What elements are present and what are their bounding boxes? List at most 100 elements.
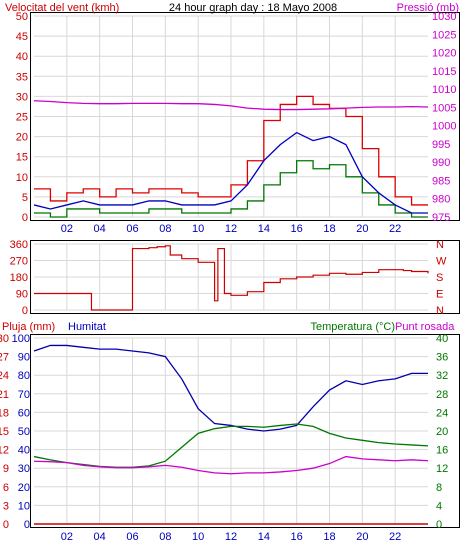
humidity-axis-tick: 20 (18, 482, 30, 494)
panel-border-3 (30, 334, 460, 528)
wind-axis-tick: 20 (16, 132, 28, 144)
temperature-axis-tick: 36 (436, 352, 448, 364)
wind-axis-title: Velocitat del vent (kmh) (5, 2, 119, 14)
humidity-axis-tick: 100 (12, 333, 30, 345)
wind-gust-series (34, 95, 428, 206)
humidity-axis-tick: 50 (18, 426, 30, 438)
x-tick-label: 16 (291, 223, 303, 235)
wind-axis-tick: 15 (16, 152, 28, 164)
rain-axis-tick: 0 (3, 519, 9, 531)
x-tick-label: 22 (389, 531, 401, 543)
x-tick-label: 12 (225, 531, 237, 543)
rain-axis-title: Pluja (mm) (2, 321, 55, 333)
humidity-series (33, 344, 428, 432)
x-tick-label: 20 (356, 531, 368, 543)
temperature-axis-tick: 20 (436, 426, 448, 438)
pressure-axis-tick: 990 (432, 157, 450, 169)
humidity-axis-tick: 30 (18, 463, 30, 475)
wind-axis-tick: 10 (16, 172, 28, 184)
wind-axis-tick: 25 (16, 112, 28, 124)
direction-axis-tick: 90 (16, 289, 28, 301)
humidity-axis-tick: 40 (18, 445, 30, 457)
humidity-axis-tick: 90 (18, 352, 30, 364)
rain-axis-tick: 9 (3, 463, 9, 475)
pressure-axis-tick: 1030 (432, 11, 456, 23)
rain-axis-tick: 6 (3, 482, 9, 494)
wind-axis-tick: 5 (22, 192, 28, 204)
x-tick-label: 06 (126, 223, 138, 235)
humidity-axis-tick: 60 (18, 407, 30, 419)
humidity-axis-tick: 10 (18, 500, 30, 512)
compass-axis-tick: E (436, 289, 443, 301)
x-tick-label: 08 (159, 531, 171, 543)
x-tick-label: 14 (258, 223, 270, 235)
x-tick-label: 08 (159, 223, 171, 235)
temperature-axis-tick: 24 (436, 407, 448, 419)
pressure-axis-tick: 980 (432, 194, 450, 206)
temperature-axis-title: Temperatura (°C) (311, 321, 395, 333)
dewpoint-axis-title: Punt rosada (395, 321, 455, 333)
x-tick-label: 16 (291, 531, 303, 543)
pressure-axis-tick: 985 (432, 175, 450, 187)
pressure-axis-tick: 1025 (432, 29, 456, 41)
x-tick-label: 10 (192, 223, 204, 235)
rain-axis-tick: 15 (0, 426, 9, 438)
temperature-axis-tick: 4 (436, 500, 442, 512)
wind-min-series (34, 160, 428, 218)
pressure-axis-tick: 1020 (432, 48, 456, 60)
x-tick-label: 20 (356, 223, 368, 235)
x-tick-label: 04 (94, 223, 106, 235)
temperature-axis-tick: 40 (436, 333, 448, 345)
x-tick-label: 14 (258, 531, 270, 543)
compass-axis-tick: S (436, 272, 443, 284)
temperature-axis-tick: 16 (436, 445, 448, 457)
x-tick-label: 18 (323, 223, 335, 235)
rain-axis-tick: 27 (0, 352, 9, 364)
pressure-axis-tick: 995 (432, 139, 450, 151)
direction-axis-tick: 180 (10, 272, 28, 284)
x-tick-label: 10 (192, 531, 204, 543)
wind-axis-tick: 40 (16, 51, 28, 63)
x-tick-label: 12 (225, 223, 237, 235)
panel-border-1 (30, 12, 460, 221)
compass-axis-tick: N (436, 239, 444, 251)
temperature-axis-tick: 32 (436, 370, 448, 382)
temperature-axis-tick: 12 (436, 463, 448, 475)
x-tick-label: 18 (323, 531, 335, 543)
direction-axis-tick: 270 (10, 256, 28, 268)
humidity-axis-tick: 0 (24, 519, 30, 531)
compass-axis-tick: W (436, 256, 447, 268)
pressure-axis-title: Pressió (mb) (397, 2, 459, 14)
pressure-axis-tick: 975 (432, 212, 450, 224)
rain-axis-tick: 3 (3, 500, 9, 512)
humidity-axis-tick: 70 (18, 389, 30, 401)
temperature-axis-tick: 0 (436, 519, 442, 531)
temperature-axis-tick: 8 (436, 482, 442, 494)
wind-direction-series (34, 245, 429, 311)
wind-axis-tick: 30 (16, 91, 28, 103)
pressure-axis-tick: 1000 (432, 121, 456, 133)
x-tick-label: 22 (389, 223, 401, 235)
x-tick-label: 02 (61, 531, 73, 543)
x-tick-label: 02 (61, 223, 73, 235)
pressure-axis-tick: 1010 (432, 84, 456, 96)
wind-axis-tick: 45 (16, 31, 28, 43)
temperature-axis-tick: 28 (436, 389, 448, 401)
rain-axis-tick: 24 (0, 370, 9, 382)
rain-axis-tick: 30 (0, 333, 9, 345)
wind-average-series (33, 131, 428, 214)
direction-axis-tick: 0 (22, 305, 28, 317)
wind-axis-tick: 50 (16, 11, 28, 23)
rain-axis-tick: 12 (0, 445, 9, 457)
humidity-axis-title: Humitat (68, 321, 106, 333)
pressure-axis-tick: 1005 (432, 102, 456, 114)
wind-axis-tick: 0 (22, 212, 28, 224)
x-tick-label: 04 (94, 531, 106, 543)
pressure-series (33, 100, 429, 111)
wind-axis-tick: 35 (16, 71, 28, 83)
pressure-axis-tick: 1015 (432, 66, 456, 78)
direction-axis-tick: 360 (10, 239, 28, 251)
x-tick-label: 06 (126, 531, 138, 543)
